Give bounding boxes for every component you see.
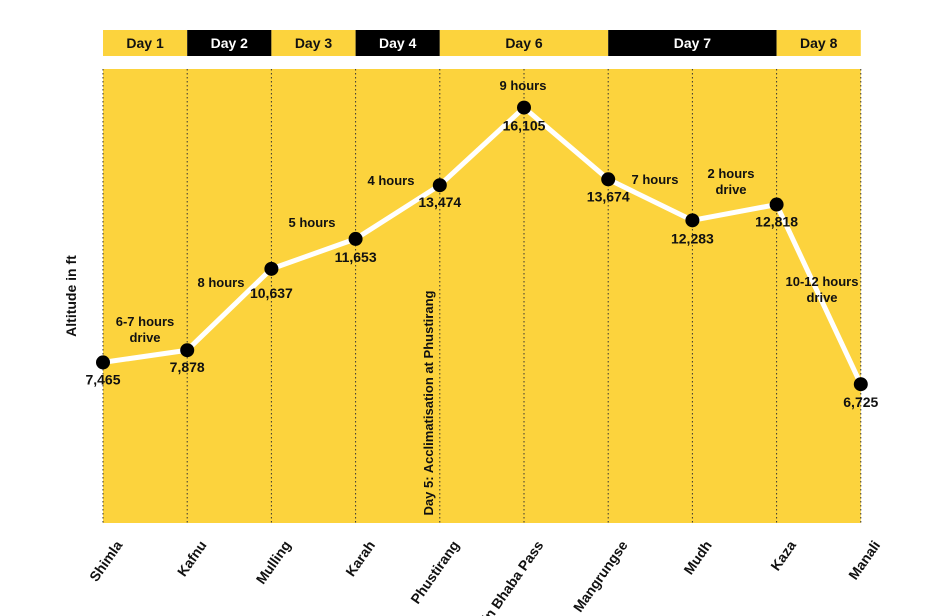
day-label-day-2: Day 2 — [211, 35, 249, 51]
day-band-day-3 — [271, 30, 356, 56]
data-point-phustirang — [432, 178, 447, 193]
plot-area — [103, 69, 861, 523]
x-tick-phustirang: Phustirang — [407, 538, 462, 607]
travel-note-8-line-1: 10-12 hours — [786, 274, 859, 289]
travel-note-4-line-1: 4 hours — [368, 173, 415, 188]
day-band-day-2 — [187, 30, 272, 56]
x-tick-karah: Karah — [342, 538, 378, 580]
travel-note-1-line-2: drive — [129, 330, 160, 345]
value-label-mulling: 10,637 — [250, 285, 293, 301]
acclimatisation-note: Day 5: Acclimatisation at Phustirang — [421, 290, 436, 515]
value-label-manali: 6,725 — [843, 394, 878, 410]
x-tick-manali: Manali — [845, 538, 883, 583]
x-axis-tick-labels: Shimla Kafnu Mulling Karah Phustirang Pin Bha… — [86, 537, 883, 616]
value-label-shimla: 7,465 — [85, 371, 120, 387]
series-line — [100, 105, 864, 387]
x-tick-mudh: Mudh — [680, 538, 715, 578]
x-tick-shimla: Shimla — [86, 537, 126, 584]
travel-note-7-line-1: 2 hours — [708, 166, 755, 181]
x-tick-mulling: Mulling — [253, 538, 294, 587]
value-label-mudh: 12,283 — [671, 230, 714, 246]
plot-background — [103, 69, 861, 523]
day-band-day-4 — [355, 30, 440, 56]
data-point-mangrungse — [601, 172, 616, 187]
day-label-day-3: Day 3 — [295, 35, 333, 51]
data-point-pin-bhaba-pass — [517, 100, 531, 115]
value-label-phustirang: 13,474 — [418, 194, 461, 210]
day-label-day-8: Day 8 — [800, 35, 838, 51]
value-label-mangrungse: 13,674 — [587, 188, 630, 204]
travel-note-7-line-2: drive — [715, 182, 746, 197]
day5-note: Day 5: Acclimatisation at Phustirang — [421, 290, 436, 515]
x-tick-kafnu: Kafnu — [174, 538, 210, 580]
day-label-day-4: Day 4 — [379, 35, 417, 51]
day-band-day-8 — [776, 30, 861, 56]
travel-note-5-line-1: 9 hours — [500, 78, 547, 93]
day-band-day-6 — [439, 30, 609, 56]
day-band-day-7 — [608, 30, 777, 56]
travel-note-1-line-1: 6-7 hours — [116, 314, 175, 329]
value-label-pin-bhaba-pass: 16,105 — [503, 118, 546, 134]
data-point-kafnu — [180, 343, 195, 358]
data-point-manali — [853, 377, 868, 392]
altitude-value-labels: 7,465 7,878 10,637 11,653 13,474 16,105 13,674… — [85, 118, 878, 411]
data-point-mulling — [264, 261, 279, 276]
day-label-day-7: Day 7 — [674, 35, 712, 51]
value-label-kaza: 12,818 — [755, 214, 798, 230]
y-axis-label: Altitude in ft — [63, 255, 79, 337]
day-label-day-1: Day 1 — [126, 35, 164, 51]
data-point-kaza — [769, 197, 784, 212]
data-point-karah — [348, 231, 363, 246]
x-tick-kaza: Kaza — [767, 537, 799, 573]
travel-note-6-line-1: 7 hours — [632, 172, 679, 187]
day-label-day-6: Day 6 — [505, 35, 543, 51]
travel-note-8-line-2: drive — [806, 290, 837, 305]
data-point-shimla — [96, 355, 110, 370]
value-label-kafnu: 7,878 — [170, 359, 205, 375]
data-point-mudh — [685, 213, 700, 228]
day-header-bar: Day 1 Day 2 Day 3 Day 4 Day 6 Day 7 Day 8 — [103, 30, 861, 56]
value-label-karah: 11,653 — [335, 249, 377, 265]
travel-note-3-line-1: 5 hours — [289, 215, 336, 230]
x-tick-pin-bhaba-pass: Pin Bhaba Pass — [473, 537, 546, 616]
altitude-markers — [96, 100, 868, 392]
day-band-day-1 — [103, 30, 188, 56]
y-axis-title: Altitude in ft — [63, 255, 79, 337]
altitude-series-line — [100, 105, 864, 387]
x-tick-mangrungse: Mangrungse — [570, 537, 631, 615]
travel-note-2-line-1: 8 hours — [198, 275, 245, 290]
